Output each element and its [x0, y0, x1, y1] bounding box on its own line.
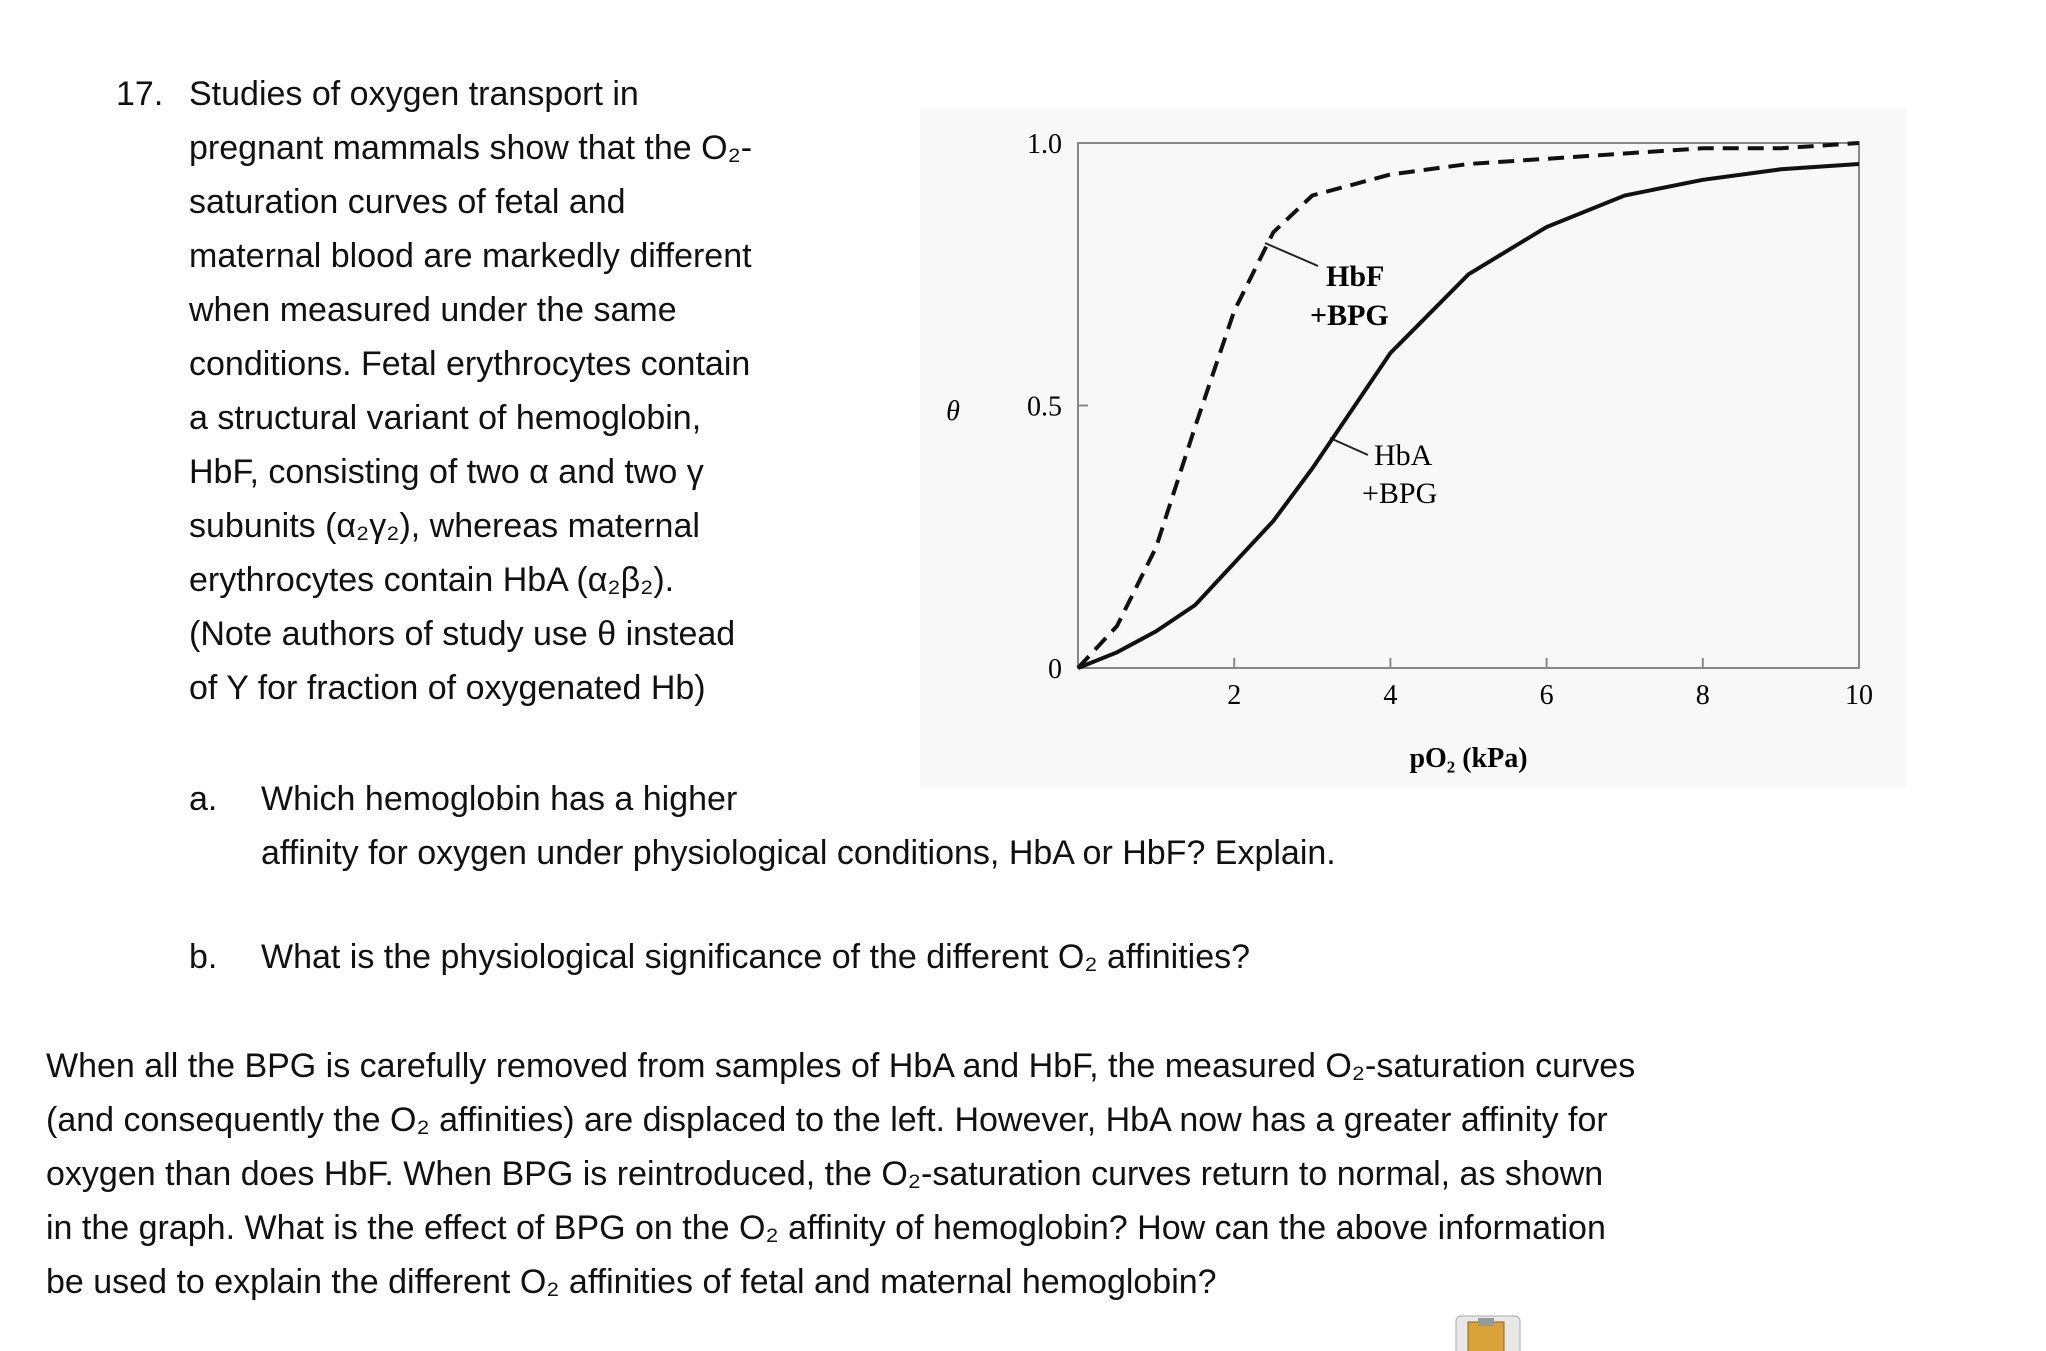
y-tick-label: 0 — [1048, 654, 1062, 685]
question-text: pregnant mammals show that the O₂- — [189, 129, 753, 167]
curve-label: +BPG — [1362, 477, 1437, 510]
curve-label: HbF — [1326, 260, 1384, 293]
chart-background — [920, 108, 1906, 787]
part-text: What is the physiological significance o… — [261, 938, 1251, 976]
question-text: when measured under the same — [189, 291, 677, 329]
followup-text: When all the BPG is carefully removed fr… — [46, 1047, 1636, 1085]
followup-text: be used to explain the different O₂ affi… — [46, 1263, 1217, 1301]
followup-text: oxygen than does HbF. When BPG is reintr… — [46, 1155, 1604, 1193]
y-tick-label: 1.0 — [1027, 129, 1062, 160]
part-text: affinity for oxygen under physiological … — [261, 834, 1336, 872]
icon-clip — [1478, 1318, 1494, 1326]
question-text: (Note authors of study use θ instead — [189, 615, 736, 653]
question-number: 17. — [116, 75, 164, 113]
question-text: of Y for fraction of oxygenated Hb) — [189, 669, 706, 707]
curve-label: +BPG — [1310, 299, 1389, 332]
followup-text: (and consequently the O₂ affinities) are… — [46, 1101, 1608, 1139]
question-text: conditions. Fetal erythrocytes contain — [189, 345, 751, 383]
question-text: maternal blood are markedly different — [189, 237, 752, 275]
leader-line — [1329, 437, 1369, 456]
question-text: HbF, consisting of two α and two γ — [189, 453, 704, 491]
y-tick-label: 0.5 — [1027, 392, 1062, 423]
icon-board — [1467, 1321, 1505, 1351]
leader-line — [1264, 242, 1319, 267]
part-letter: b. — [189, 938, 218, 976]
clipboard-icon — [1455, 1315, 1521, 1351]
question-text: erythrocytes contain HbA (α₂β₂). — [189, 561, 675, 599]
followup-text: in the graph. What is the effect of BPG … — [46, 1209, 1606, 1247]
x-tick-label: 2 — [1227, 680, 1241, 711]
question-text: Studies of oxygen transport in — [189, 75, 639, 113]
x-tick-label: 4 — [1383, 680, 1397, 711]
curve — [1077, 162, 1860, 670]
x-tick-label: 6 — [1540, 680, 1554, 711]
curve — [1076, 141, 1860, 670]
question-text: a structural variant of hemoglobin, — [189, 399, 702, 437]
y-axis-label: θ — [946, 396, 960, 427]
question-text: saturation curves of fetal and — [189, 183, 626, 221]
x-axis-label: pO₂ (kPa) — [1409, 743, 1527, 774]
x-tick-label: 10 — [1845, 680, 1873, 711]
part-text: Which hemoglobin has a higher — [261, 780, 738, 818]
curve-label: HbA — [1374, 439, 1433, 472]
x-tick-label: 8 — [1696, 680, 1710, 711]
part-letter: a. — [189, 780, 218, 818]
question-text: subunits (α₂γ₂), whereas maternal — [189, 507, 700, 545]
